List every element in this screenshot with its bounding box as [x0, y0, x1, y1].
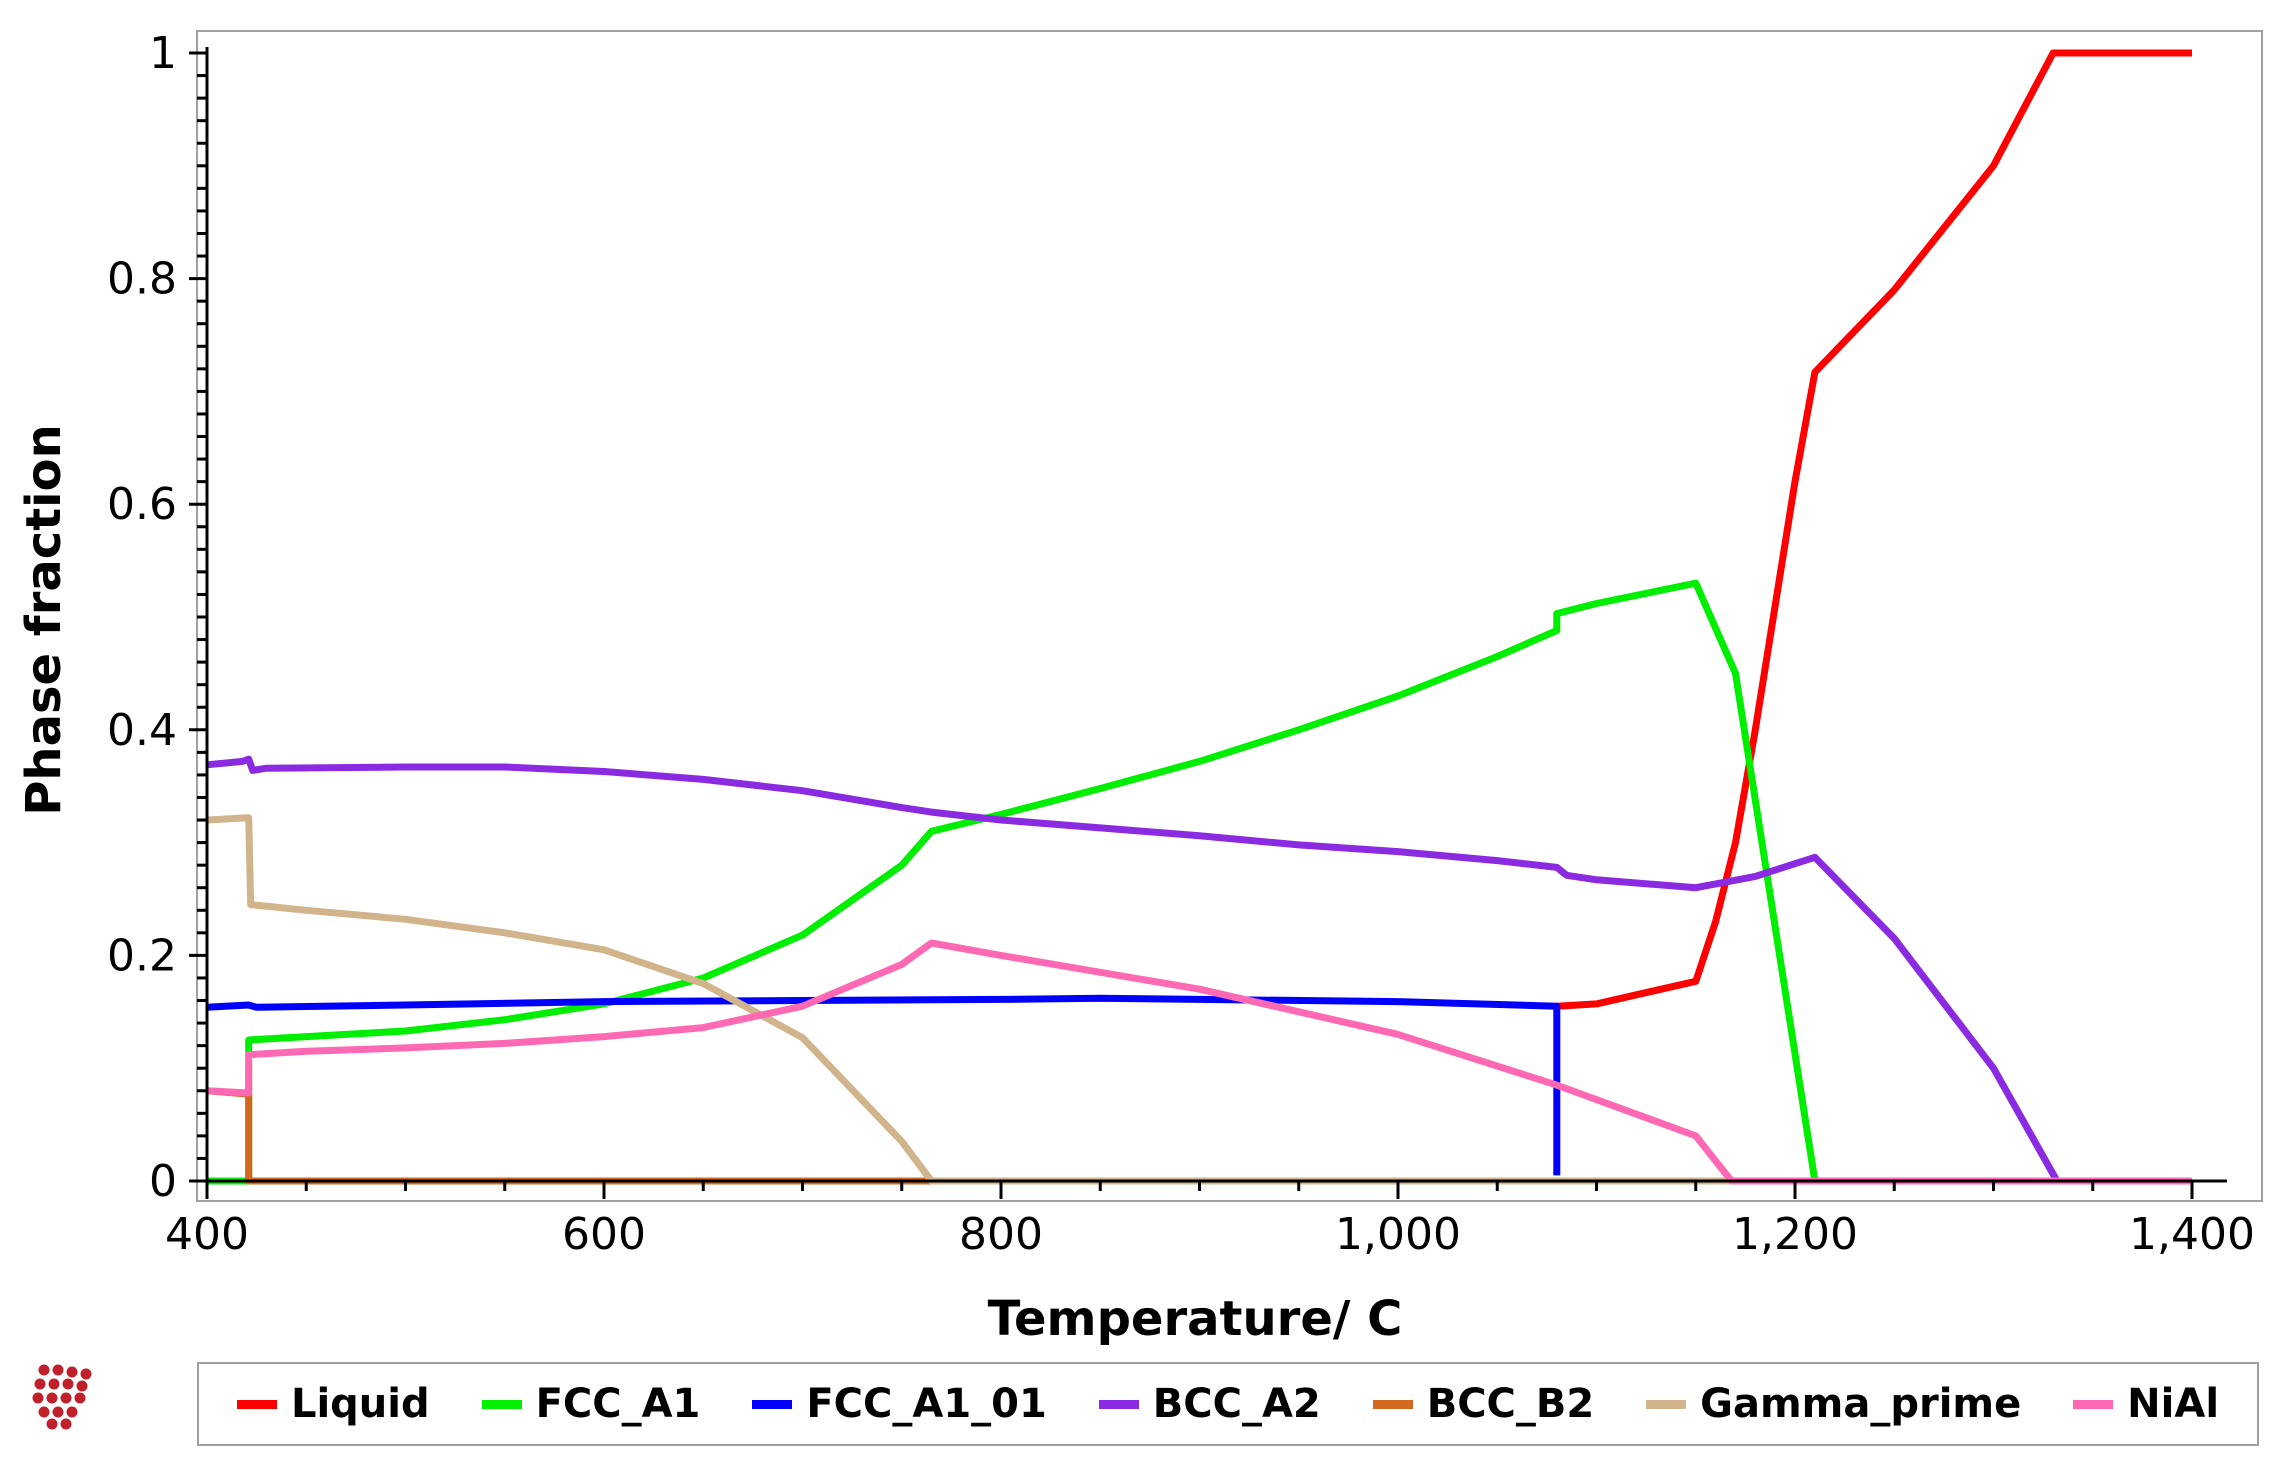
logo-atom	[66, 1406, 78, 1418]
logo-atom	[48, 1378, 60, 1390]
legend-swatch	[481, 1399, 522, 1409]
logo-atom	[52, 1406, 64, 1418]
y-tick-label: 1	[149, 28, 177, 79]
legend-label: FCC_A1	[535, 1381, 701, 1427]
legend-item: FCC_A1_01	[752, 1381, 1047, 1427]
legend-label: FCC_A1_01	[806, 1381, 1047, 1427]
logo-atom	[52, 1364, 64, 1376]
logo-atom	[38, 1406, 50, 1418]
logo-atom	[62, 1378, 74, 1390]
series-line-liquid	[1556, 49, 2192, 1010]
x-tick-label: 600	[562, 1209, 646, 1260]
logo-atom	[66, 1366, 78, 1378]
legend-item: Liquid	[236, 1381, 430, 1427]
logo-atom	[34, 1378, 46, 1390]
logo-atom	[38, 1364, 50, 1376]
legend-swatch	[752, 1399, 793, 1409]
x-tick-label: 1,000	[1335, 1209, 1461, 1260]
y-tick-label: 0.4	[107, 705, 177, 756]
logo-atom	[74, 1392, 86, 1404]
plot-frame	[196, 30, 2263, 1202]
legend-item: BCC_A2	[1098, 1381, 1321, 1427]
axes-layer: 400 600 800 1,000 1,200 1,400 0 0.2 0.4 0.6 0.8 1	[107, 28, 2255, 1260]
legend-swatch	[1098, 1399, 1139, 1409]
y-tick-label: 0.2	[107, 930, 177, 981]
series-line-fcc-a1-01	[206, 994, 1561, 1176]
x-tick-label: 400	[165, 1209, 249, 1260]
legend: Liquid FCC_A1 FCC_A1_01 BCC_A2 BCC_B2 Gamma_p…	[197, 1362, 2259, 1446]
legend-label: Liquid	[290, 1381, 430, 1427]
series-line-nial	[206, 939, 2192, 1185]
series-line-bcc-b2	[206, 1087, 2192, 1185]
logo-atom	[32, 1392, 44, 1404]
series-line-bcc-a2	[206, 755, 2192, 1185]
legend-label: BCC_B2	[1426, 1381, 1595, 1427]
y-tick-label: 0.8	[107, 254, 177, 305]
legend-label: BCC_A2	[1152, 1381, 1321, 1427]
legend-swatch	[1372, 1399, 1413, 1409]
series-layer	[206, 49, 2192, 1185]
legend-swatch	[1646, 1399, 1687, 1409]
x-tick-label: 1,200	[1732, 1209, 1858, 1260]
y-tick-label: 0.6	[107, 479, 177, 530]
legend-label: NiAl	[2127, 1381, 2220, 1427]
legend-swatch	[2073, 1399, 2114, 1409]
logo-atom	[46, 1418, 58, 1430]
y-tick-label: 0	[149, 1156, 177, 1207]
legend-label: Gamma_prime	[1700, 1381, 2022, 1427]
series-line-gamma-prime	[206, 814, 2192, 1185]
app-logo-icon	[30, 1362, 102, 1434]
legend-item: FCC_A1	[481, 1381, 701, 1427]
x-tick-label: 800	[959, 1209, 1043, 1260]
y-axis-title: Phase fraction	[16, 424, 72, 816]
logo-atom	[76, 1380, 88, 1392]
legend-item: Gamma_prime	[1646, 1381, 2021, 1427]
logo-atom	[60, 1392, 72, 1404]
x-axis-title: Temperature/ C	[988, 1291, 1403, 1347]
legend-item: BCC_B2	[1372, 1381, 1595, 1427]
legend-swatch	[236, 1399, 277, 1409]
logo-atom	[80, 1368, 92, 1380]
logo-atom	[46, 1392, 58, 1404]
x-tick-label: 1,400	[2129, 1209, 2255, 1260]
legend-item: NiAl	[2073, 1381, 2219, 1427]
series-line-fcc-a1	[207, 579, 2192, 1185]
logo-atom	[60, 1418, 72, 1430]
